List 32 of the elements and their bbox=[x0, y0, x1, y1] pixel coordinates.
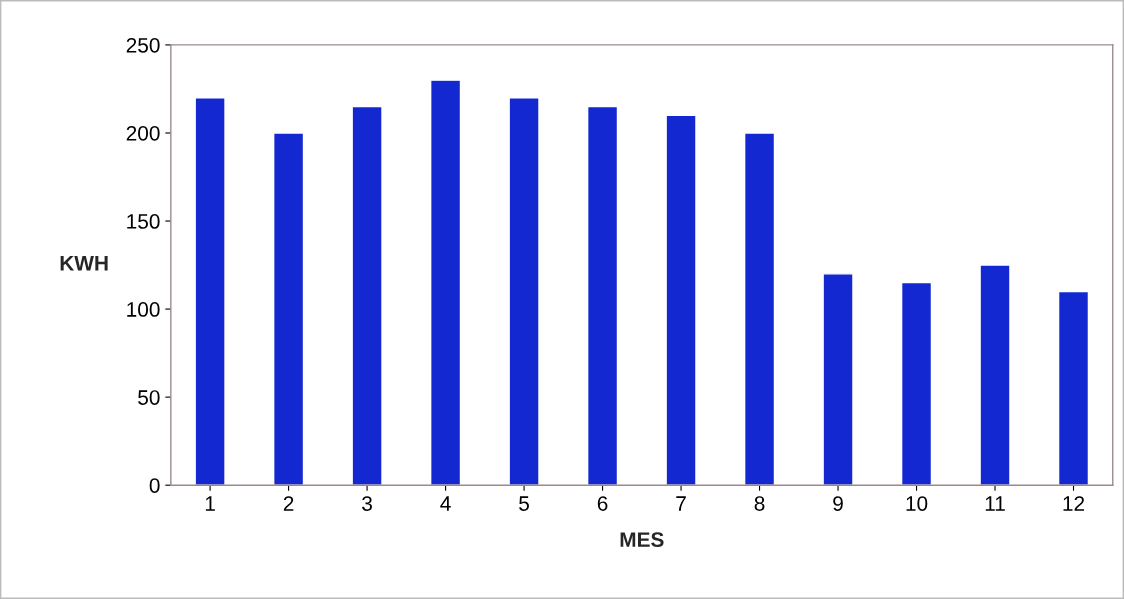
x-tick-label: 10 bbox=[906, 496, 928, 511]
y-tick-label: 50 bbox=[138, 390, 160, 405]
x-tick-label: 8 bbox=[754, 496, 765, 511]
bar bbox=[979, 264, 1011, 486]
bar bbox=[900, 281, 933, 486]
bar bbox=[743, 132, 776, 486]
bar bbox=[586, 105, 619, 486]
y-axis-title: KWH bbox=[60, 256, 108, 271]
x-tick-label: 7 bbox=[676, 496, 686, 511]
bar bbox=[272, 132, 305, 486]
y-tick-label: 250 bbox=[126, 37, 160, 53]
x-tick-label: 12 bbox=[1063, 496, 1085, 511]
bar bbox=[1057, 290, 1090, 486]
bar bbox=[194, 97, 226, 486]
bar bbox=[508, 97, 540, 486]
y-tick-label: 150 bbox=[127, 214, 160, 229]
x-tick-label: 9 bbox=[833, 496, 843, 511]
bar bbox=[822, 273, 854, 486]
x-axis-title: MES bbox=[620, 532, 664, 547]
x-tick-label: 5 bbox=[519, 496, 529, 511]
x-tick-label: 1 bbox=[205, 496, 215, 511]
y-tick-label: 0 bbox=[149, 478, 160, 493]
x-tick-label: 6 bbox=[597, 496, 608, 511]
y-tick-label: 100 bbox=[127, 302, 160, 317]
bar bbox=[351, 105, 383, 486]
x-tick-label: 2 bbox=[283, 496, 294, 511]
bar bbox=[429, 79, 462, 486]
bar bbox=[665, 114, 697, 486]
x-tick-label: 3 bbox=[362, 496, 372, 511]
y-tick-label: 200 bbox=[126, 125, 160, 141]
x-tick-label: 11 bbox=[985, 496, 1005, 511]
x-tick-label: 4 bbox=[440, 496, 451, 511]
